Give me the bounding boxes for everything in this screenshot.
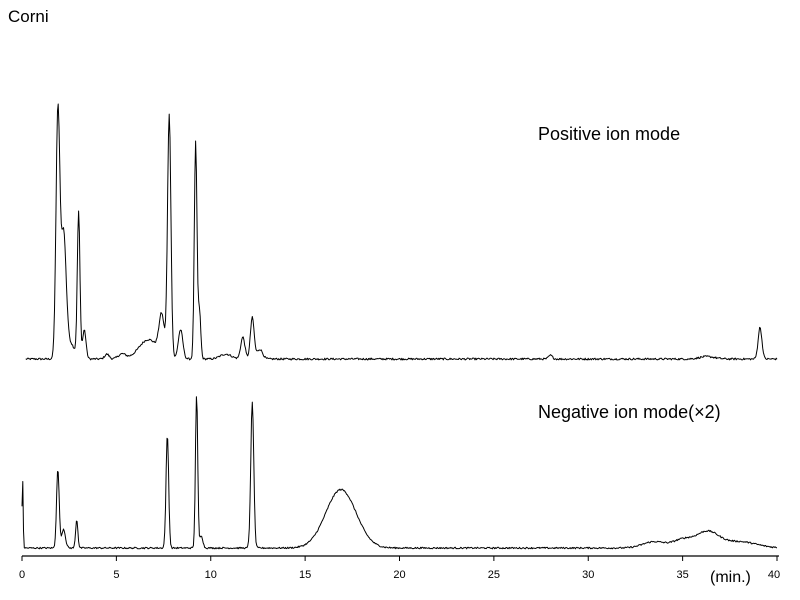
series-line-negative	[21, 396, 778, 550]
x-axis-unit-label: (min.)	[710, 569, 751, 586]
series-label-negative: Negative ion mode(×2)	[538, 402, 721, 422]
x-tick-label: 15	[299, 569, 311, 581]
x-tick-label: 5	[113, 569, 119, 581]
x-tick-label: 30	[582, 569, 594, 581]
x-tick-label: 35	[677, 569, 689, 581]
x-tick-label: 10	[205, 569, 217, 581]
x-tick-label: 20	[393, 569, 405, 581]
x-axis-ticks: 0 5 10 15 20 25 30 35 40	[19, 556, 780, 581]
series-label-positive: Positive ion mode	[538, 124, 680, 144]
traces-group	[21, 103, 778, 550]
x-tick-label: 40	[768, 569, 780, 581]
x-tick-label: 0	[19, 569, 25, 581]
chart-title: Corni	[8, 7, 49, 26]
series-line-positive	[25, 103, 778, 361]
x-tick-label: 25	[488, 569, 500, 581]
